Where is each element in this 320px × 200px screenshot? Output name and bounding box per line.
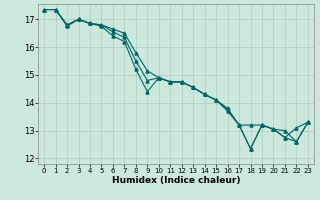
X-axis label: Humidex (Indice chaleur): Humidex (Indice chaleur) bbox=[112, 176, 240, 185]
